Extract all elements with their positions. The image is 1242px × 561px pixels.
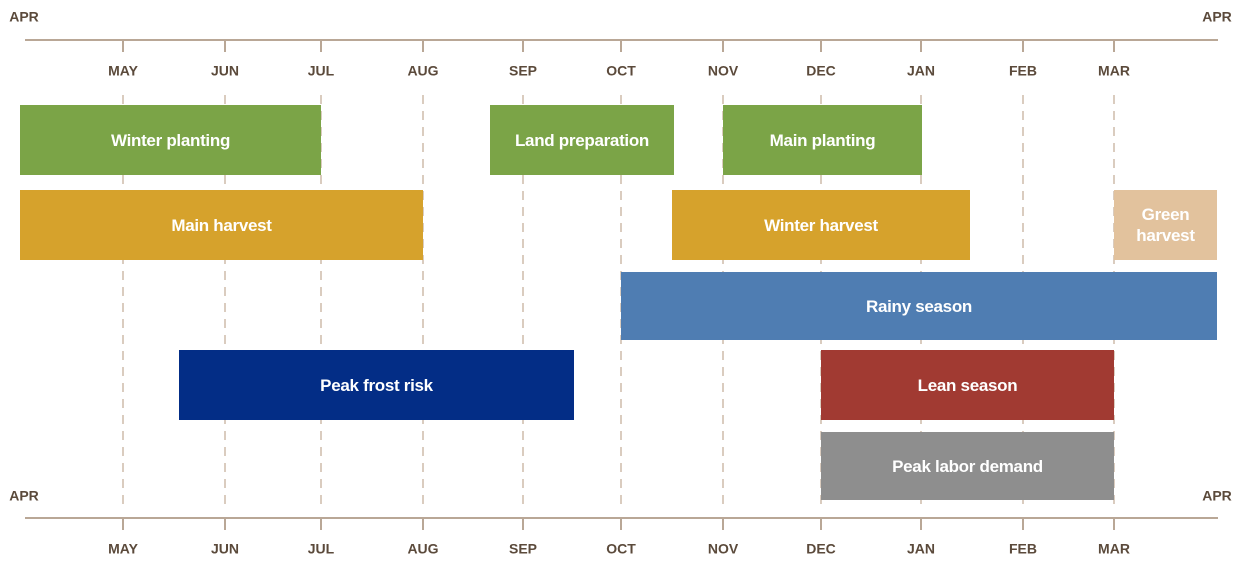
axis-start-label: APR — [9, 9, 39, 25]
month-label: MAY — [108, 541, 138, 557]
activity-bar: Green harvest — [1114, 190, 1217, 260]
month-label: OCT — [606, 63, 636, 79]
month-label: NOV — [708, 541, 739, 557]
month-label: AUG — [407, 541, 438, 557]
axis-end-label: APR — [1202, 9, 1232, 25]
month-label: DEC — [806, 541, 836, 557]
month-label: MAR — [1098, 63, 1130, 79]
activity-bar: Winter planting — [20, 105, 321, 175]
activity-bar: Main planting — [723, 105, 922, 175]
month-label: DEC — [806, 63, 836, 79]
month-label: JUL — [308, 63, 335, 79]
month-label: MAY — [108, 63, 138, 79]
month-label: SEP — [509, 63, 537, 79]
month-label: SEP — [509, 541, 537, 557]
month-label: FEB — [1009, 63, 1037, 79]
month-label: JAN — [907, 541, 935, 557]
activity-bar: Peak frost risk — [179, 350, 574, 420]
month-label: JUL — [308, 541, 335, 557]
month-label: JAN — [907, 63, 935, 79]
month-label: FEB — [1009, 541, 1037, 557]
activity-bar: Winter harvest — [672, 190, 970, 260]
month-label: AUG — [407, 63, 438, 79]
month-label: OCT — [606, 541, 636, 557]
month-label: JUN — [211, 541, 239, 557]
activity-bar: Peak labor demand — [821, 432, 1114, 500]
activity-bar: Rainy season — [621, 272, 1217, 340]
activity-bar: Main harvest — [20, 190, 423, 260]
month-label: NOV — [708, 63, 739, 79]
axis-end-label: APR — [1202, 488, 1232, 504]
month-label: JUN — [211, 63, 239, 79]
month-label: MAR — [1098, 541, 1130, 557]
activity-bar: Lean season — [821, 350, 1114, 420]
activity-bar: Land preparation — [490, 105, 674, 175]
axis-start-label: APR — [9, 488, 39, 504]
